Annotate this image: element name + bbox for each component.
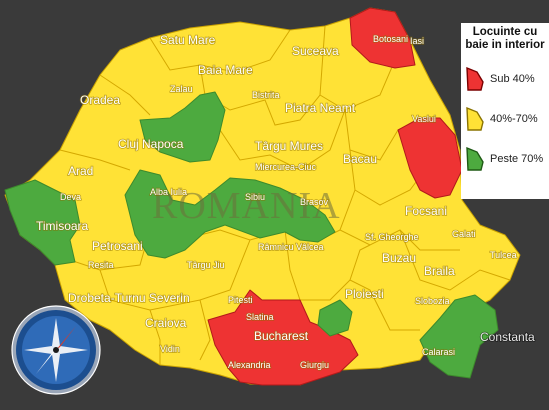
label-giurgiu: Giurgiu [300,360,329,370]
county-hunedoara-alba [124,169,336,259]
legend-label: Sub 40% [490,73,535,85]
label-cluj-napoca: Cluj Napoca [118,137,184,151]
label-tulcea: Tulcea [490,250,517,260]
label-botosani: Botosani [373,34,408,44]
label-calarasi: Calarasi [422,347,455,357]
label-vidin: Vidin [160,344,180,354]
label-braila: Braila [424,264,455,278]
label-zalau: Zalau [170,84,193,94]
city-labels: Satu Mare Baia Mare Suceava Botosani Ias… [35,32,536,371]
map-watermark: ROMANIA [152,185,341,227]
legend-item-40-70: 40%-70% [464,106,546,132]
label-alba-iulia: Alba Iulia [150,187,187,197]
label-timisoara: Timisoara [36,219,89,233]
label-bistrita: Bistrita [252,90,280,100]
label-satu-mare: Satu Mare [160,33,216,47]
label-sibiu: Sibiu [245,192,265,202]
legend-item-sub-40: Sub 40% [464,66,546,92]
label-ramnicu-valcea: Râmnicu Vâlcea [258,242,324,252]
label-petrosani: Petrosani [92,239,143,253]
label-baia-mare: Baia Mare [198,63,253,77]
label-iasi: Iasi [410,36,424,46]
label-oradea: Oradea [80,93,120,107]
label-ploiesti: Ploiesti [345,287,384,301]
county-vaslui [397,117,463,199]
label-suceava: Suceava [292,44,339,58]
label-focsani: Focsani [405,204,447,218]
county-ilfov [317,299,353,337]
label-sf-gheorghe: Sf. Gheorghe [365,232,419,242]
compass-icon [11,305,101,395]
map-legend: Locuinte cu baie in interior Sub 40% 40%… [461,23,549,199]
label-constanta: Constanta [480,330,535,344]
yellow-swatch-icon [466,106,484,131]
county-cluj [139,91,226,163]
label-slobozia: Slobozia [415,296,450,306]
red-swatch-icon [466,66,484,91]
label-targu-jiu: Târgu Jiu [187,260,225,270]
label-brasov: Brasov [300,197,329,207]
label-deva: Deva [60,192,81,202]
county-botosani [349,7,416,69]
county-constanta [419,294,499,379]
label-targu-mures: Târgu Mures [255,139,323,153]
legend-label: 40%-70% [490,113,538,125]
label-miercurea-ciuc: Miercurea-Ciuc [255,162,317,172]
label-arad: Arad [68,164,93,178]
county-arges-teleorman-giurgiu [207,289,359,386]
label-pitesti: Pitesti [228,295,253,305]
label-galati: Galati [452,229,476,239]
legend-title: Locuinte cu baie in interior [465,26,545,51]
label-bacau: Bacau [343,152,377,166]
label-resita: Resita [88,260,114,270]
label-drobeta: Drobeta-Turnu Severin [68,291,190,305]
label-buzau: Buzau [382,251,416,265]
county-timis [4,179,81,266]
label-alexandria: Alexandria [228,360,271,370]
label-slatina: Slatina [246,312,274,322]
label-bucharest: Bucharest [254,329,309,343]
label-piatra-neamt: Piatra Neamt [285,101,356,115]
label-vaslui: Vaslui [412,114,436,124]
legend-label: Peste 70% [490,153,544,165]
green-swatch-icon [466,146,484,171]
label-craiova: Craiova [145,316,187,330]
legend-item-peste-70: Peste 70% [464,146,546,172]
